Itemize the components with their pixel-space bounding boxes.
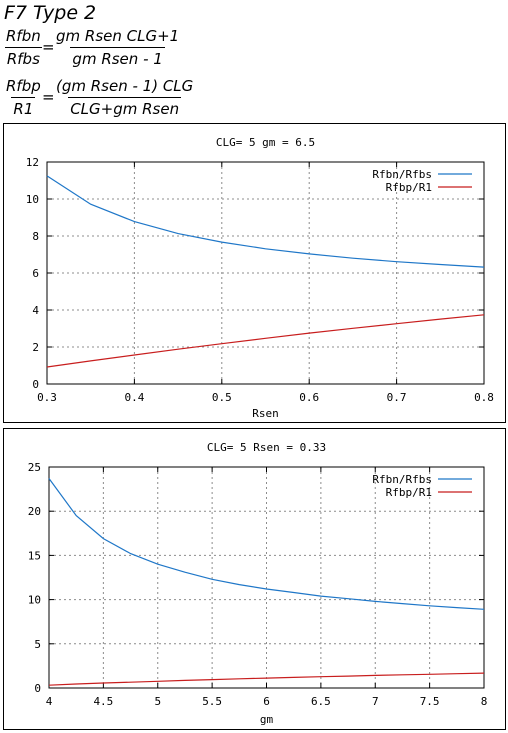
y-tick-label: 5	[34, 638, 41, 651]
plot-area-frame	[48, 466, 485, 689]
eq1-equals: =	[42, 38, 55, 56]
y-tick-label: 8	[32, 230, 39, 243]
x-tick-label: 6.5	[311, 695, 331, 708]
eq1-rhs-numerator: gm Rsen CLG+1	[56, 27, 180, 45]
x-tick-label: 0.5	[212, 391, 232, 404]
x-tick-label: 4	[46, 695, 53, 708]
eq2-lhs-fraction: Rfbp R1	[4, 77, 43, 118]
legend-label-2: Rfbp/R1	[386, 486, 432, 499]
y-tick-label: 0	[32, 378, 39, 391]
x-tick-label: 0.7	[387, 391, 407, 404]
eq2-rhs-numerator: (gm Rsen - 1) CLG	[56, 77, 194, 95]
x-tick-label: 0.3	[37, 391, 57, 404]
eq2-lhs-numerator: Rfbp	[6, 77, 41, 95]
x-tick-label: 0.8	[474, 391, 494, 404]
chart-panel-1: CLG= 5 gm = 6.5 0.3 0.4 0.5 0.6 0.7 0.8 0 2 4 6 8 10…	[3, 123, 506, 423]
x-tick-label: 4.5	[93, 695, 113, 708]
eq2-equals: =	[42, 88, 55, 106]
eq2-rhs-fraction: (gm Rsen - 1) CLG CLG+gm Rsen	[54, 77, 195, 118]
x-tick-label: 7.5	[420, 695, 440, 708]
legend-label-1: Rfbn/Rfbs	[372, 168, 432, 181]
x-tick-label: 5.5	[202, 695, 222, 708]
chart-panel-2: CLG= 5 Rsen = 0.33 4 4.5 5 5.5 6 6.5 7 7.5 8 0 5 10 1…	[3, 428, 506, 730]
x-axis-label: Rsen	[252, 407, 279, 420]
y-tick-label: 20	[28, 505, 41, 518]
plot-area-frame	[46, 161, 485, 385]
x-tick-label: 7	[372, 695, 379, 708]
y-tick-label: 2	[32, 341, 39, 354]
x-tick-label: 0.4	[124, 391, 144, 404]
formula-header: F7 Type 2 Rfbn Rfbs = gm Rsen CLG+1 gm R…	[4, 2, 304, 120]
page-title: F7 Type 2	[4, 2, 97, 24]
eq1-lhs-denominator: Rfbs	[4, 47, 42, 68]
y-tick-label: 15	[28, 549, 41, 562]
y-tick-label: 10	[28, 594, 41, 607]
x-tick-label: 5	[154, 695, 161, 708]
eq1-lhs-fraction: Rfbn Rfbs	[4, 27, 43, 68]
series-line-2	[46, 314, 485, 368]
series-line-1	[46, 175, 485, 268]
chart-rsen: CLG= 5 gm = 6.5 0.3 0.4 0.5 0.6 0.7 0.8 0 2 4 6 8 10…	[26, 136, 494, 420]
x-axis-label: gm	[260, 713, 274, 726]
y-tick-label: 0	[34, 682, 41, 695]
eq2-lhs-denominator: R1	[11, 97, 36, 118]
legend-label-1: Rfbn/Rfbs	[372, 473, 432, 486]
eq1-rhs-fraction: gm Rsen CLG+1 gm Rsen - 1	[54, 27, 181, 68]
legend-label-2: Rfbp/R1	[386, 181, 432, 194]
eq1-lhs-numerator: Rfbn	[6, 27, 41, 45]
chart-title: CLG= 5 Rsen = 0.33	[207, 441, 326, 454]
chart-title: CLG= 5 gm = 6.5	[216, 136, 315, 149]
y-tick-label: 12	[26, 156, 39, 169]
y-tick-label: 4	[32, 304, 39, 317]
series-line-2	[48, 672, 485, 686]
y-tick-label: 25	[28, 461, 41, 474]
y-tick-label: 10	[26, 193, 39, 206]
chart-gm: CLG= 5 Rsen = 0.33 4 4.5 5 5.5 6 6.5 7 7.5 8 0 5 10 1…	[28, 441, 488, 726]
y-tick-label: 6	[32, 267, 39, 280]
eq2-rhs-denominator: CLG+gm Rsen	[68, 97, 182, 118]
eq1-rhs-denominator: gm Rsen - 1	[70, 47, 165, 68]
x-tick-label: 8	[481, 695, 488, 708]
x-tick-label: 0.6	[299, 391, 319, 404]
series-line-1	[48, 478, 485, 610]
x-tick-label: 6	[263, 695, 270, 708]
